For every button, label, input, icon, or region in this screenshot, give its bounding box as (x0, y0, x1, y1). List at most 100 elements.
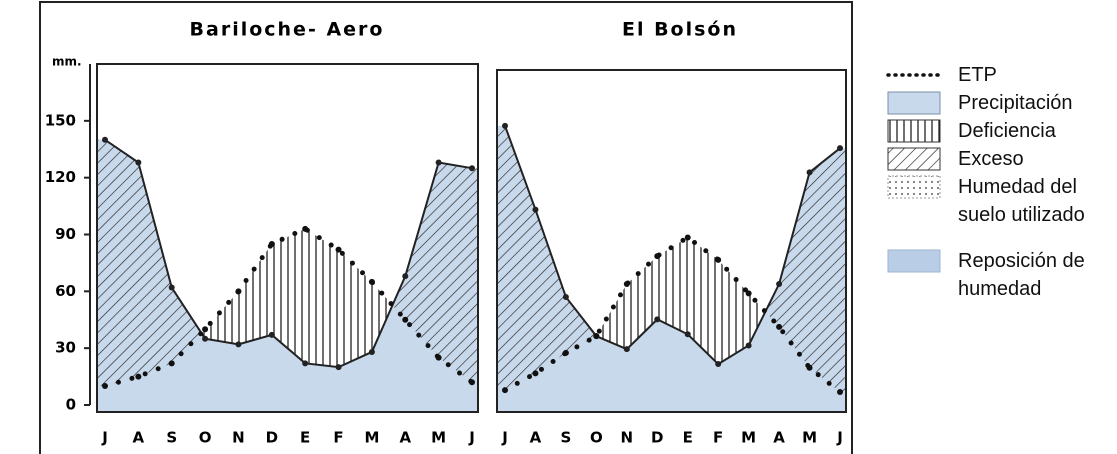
etp-point (402, 316, 409, 323)
x-tick-label: D (651, 429, 663, 447)
x-tick-label: A (133, 429, 145, 447)
etp-point (102, 383, 108, 390)
x-tick-label: M (431, 429, 446, 447)
x-tick-label: M (741, 429, 756, 447)
x-tick-label: F (333, 429, 343, 447)
y-tick-label: 0 (66, 396, 76, 414)
etp-point (776, 323, 783, 330)
x-tick-label: D (266, 429, 278, 447)
legend-label: ETP (958, 64, 997, 86)
etp-point (623, 281, 630, 288)
x-tick-label: O (590, 429, 603, 447)
y-tick-label: 90 (55, 225, 76, 243)
legend-exceso (887, 147, 941, 171)
y-tick-label: 150 (45, 111, 76, 129)
precip-point (684, 331, 691, 338)
etp-point (168, 360, 175, 367)
legend-label: Deficiencia (958, 120, 1056, 142)
etp-point (593, 333, 600, 340)
precip-line (504, 125, 841, 366)
precip-point (532, 206, 539, 213)
y-axis-label: mm. (52, 55, 82, 69)
x-tick-label: E (300, 429, 310, 447)
etp-point (335, 246, 342, 253)
x-tick-label: J (836, 429, 843, 447)
x-tick-label: N (621, 429, 634, 447)
x-tick-label: J (101, 429, 108, 447)
y-tick-label: 60 (55, 282, 76, 300)
precip-point (745, 342, 752, 349)
x-tick-label: F (713, 429, 723, 447)
precip-point (102, 136, 108, 143)
x-tick-label: A (399, 429, 411, 447)
legend-reposicion (887, 249, 941, 273)
precip-point (715, 361, 722, 368)
x-tick-label: J (501, 429, 508, 447)
precip-point (302, 360, 309, 367)
precip-point (168, 284, 175, 291)
legend-deficiencia (887, 119, 941, 143)
etp-point (368, 278, 375, 285)
legend-label: Reposición de humedad (958, 250, 1085, 300)
precip-point (837, 145, 843, 152)
x-tick-label: M (364, 429, 379, 447)
legend-label: Precipitación (958, 92, 1073, 114)
precip-line (104, 138, 473, 369)
etp-point (469, 379, 475, 386)
precip-point (654, 316, 661, 323)
x-tick-label: O (199, 429, 212, 447)
frame (39, 1, 853, 454)
etp-point (302, 225, 309, 232)
etp-point (532, 370, 539, 377)
etp-point (562, 349, 569, 356)
etp-point (654, 253, 661, 260)
etp-line (502, 234, 843, 395)
x-tick-label: S (166, 429, 177, 447)
precip-point (202, 335, 209, 342)
etp-line (102, 225, 475, 389)
precip-point (402, 273, 409, 280)
x-tick-label: E (683, 429, 693, 447)
x-tick-label: J (468, 429, 475, 447)
precip-point (502, 122, 508, 129)
plot-frame (496, 69, 847, 413)
x-tick-label: M (802, 429, 817, 447)
x-tick-label: A (773, 429, 785, 447)
precip-point (806, 169, 813, 176)
etp-point (135, 373, 142, 380)
etp-point (715, 256, 722, 263)
chart-title: El Bolsón (622, 19, 738, 41)
y-tick-label: 120 (45, 168, 76, 186)
precip-point (469, 165, 475, 172)
x-tick-label: S (561, 429, 572, 447)
precip-point (435, 159, 442, 166)
legend-humedad (887, 175, 941, 199)
precip-point (368, 348, 375, 355)
precip-point (776, 281, 783, 288)
etp-point (268, 240, 275, 247)
etp-point (837, 388, 843, 395)
x-tick-label: A (530, 429, 542, 447)
precip-point (235, 341, 242, 348)
etp-point (806, 364, 813, 371)
precip-point (135, 159, 142, 166)
x-tick-label: N (232, 429, 245, 447)
precip-point (335, 364, 342, 371)
etp-point (684, 234, 691, 241)
etp-point (502, 387, 508, 394)
chart-title: Bariloche- Aero (190, 19, 385, 41)
precip-point (562, 294, 569, 301)
etp-point (745, 290, 752, 297)
etp-point (435, 354, 442, 361)
etp-point (202, 326, 209, 333)
y-tick-label: 30 (55, 339, 76, 357)
legend-label: Humedad del suelo utilizado (958, 176, 1085, 226)
plot-frame (96, 63, 479, 413)
legend-label: Exceso (958, 148, 1024, 170)
legend-precip (887, 91, 941, 115)
etp-point (235, 288, 242, 295)
precip-point (623, 346, 630, 353)
precip-point (268, 331, 275, 338)
